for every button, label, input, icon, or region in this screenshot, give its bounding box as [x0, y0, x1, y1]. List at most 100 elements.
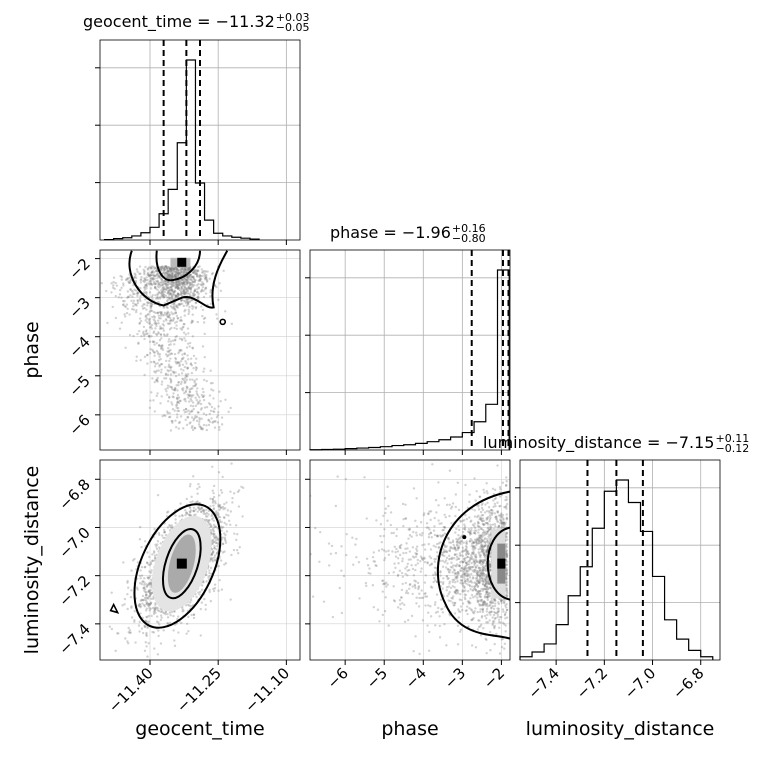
scatter-point: [143, 291, 145, 293]
scatter-point: [151, 349, 153, 351]
scatter-point: [188, 311, 190, 313]
scatter-point: [135, 311, 137, 313]
scatter-point: [223, 532, 225, 534]
scatter-point: [101, 282, 103, 284]
scatter-point: [454, 612, 456, 614]
scatter-point: [157, 322, 159, 324]
scatter-point: [191, 500, 193, 502]
scatter-point: [154, 277, 156, 279]
scatter-point: [208, 589, 210, 591]
scatter-point: [183, 352, 185, 354]
scatter-point: [504, 630, 506, 632]
scatter-point: [160, 369, 162, 371]
scatter-point: [176, 389, 178, 391]
scatter-point: [183, 409, 185, 411]
scatter-point: [168, 416, 170, 418]
scatter-point: [424, 548, 426, 550]
scatter-point: [192, 419, 194, 421]
scatter-point: [133, 300, 135, 302]
scatter-point: [502, 482, 504, 484]
scatter-point: [186, 354, 188, 356]
scatter-point: [219, 400, 221, 402]
scatter-point: [499, 488, 501, 490]
scatter-point: [182, 283, 184, 285]
scatter-point: [214, 547, 216, 549]
scatter-point: [500, 602, 502, 604]
scatter-point: [478, 508, 480, 510]
scatter-point: [314, 527, 316, 529]
scatter-point: [173, 303, 175, 305]
scatter-point: [486, 502, 488, 504]
scatter-point: [468, 501, 470, 503]
scatter-point: [484, 541, 486, 543]
scatter-point: [354, 543, 356, 545]
scatter-point: [456, 580, 458, 582]
scatter-point: [189, 507, 191, 509]
scatter-point: [452, 502, 454, 504]
scatter-point: [157, 319, 159, 321]
scatter-point: [176, 315, 178, 317]
scatter-point: [214, 554, 216, 556]
scatter-point: [166, 355, 168, 357]
scatter-point: [144, 356, 146, 358]
scatter-point: [459, 561, 461, 563]
scatter-point: [111, 628, 113, 630]
scatter-point: [405, 582, 407, 584]
scatter-point: [210, 526, 212, 528]
scatter-point: [158, 317, 160, 319]
scatter-point: [200, 418, 202, 420]
scatter-point: [150, 278, 152, 280]
scatter-point: [136, 271, 138, 273]
scatter-point: [132, 302, 134, 304]
scatter-point: [166, 306, 168, 308]
scatter-point: [174, 353, 176, 355]
scatter-point: [208, 572, 210, 574]
scatter-point: [160, 642, 162, 644]
scatter-point: [198, 265, 200, 267]
scatter-point: [183, 398, 185, 400]
scatter-point: [106, 322, 108, 324]
scatter-point: [182, 387, 184, 389]
hist-panel-luminosity_distance: [515, 460, 720, 660]
scatter-point: [144, 288, 146, 290]
scatter-point: [155, 606, 157, 608]
scatter-point: [452, 544, 454, 546]
scatter-point: [184, 411, 186, 413]
scatter-point: [434, 624, 436, 626]
scatter-point: [202, 275, 204, 277]
scatter-point: [144, 626, 146, 628]
scatter-point: [230, 510, 232, 512]
scatter-point: [131, 616, 133, 618]
scatter-point: [418, 653, 420, 655]
scatter-point: [171, 388, 173, 390]
scatter-point: [477, 619, 479, 621]
scatter-point: [126, 312, 128, 314]
scatter-point: [151, 316, 153, 318]
scatter-point: [145, 333, 147, 335]
scatter-point: [171, 306, 173, 308]
scatter-point: [150, 305, 152, 307]
scatter-point: [159, 297, 161, 299]
scatter-point: [144, 650, 146, 652]
scatter-point: [426, 624, 428, 626]
scatter-point: [175, 294, 177, 296]
hist-panel-phase-bg: [310, 250, 510, 450]
scatter-point: [133, 558, 135, 560]
scatter-point: [158, 623, 160, 625]
scatter-point: [167, 340, 169, 342]
scatter-point: [169, 378, 171, 380]
scatter-point: [126, 593, 128, 595]
scatter-point: [205, 292, 207, 294]
scatter-point: [145, 319, 147, 321]
scatter-point: [147, 604, 149, 606]
scatter-point: [159, 266, 161, 268]
scatter-point: [194, 397, 196, 399]
scatter-point: [469, 597, 471, 599]
scatter-point: [202, 391, 204, 393]
scatter-point: [196, 288, 198, 290]
scatter-point: [203, 368, 205, 370]
scatter-point: [227, 514, 229, 516]
scatter-point: [150, 326, 152, 328]
scatter-point: [228, 520, 230, 522]
scatter-point: [170, 340, 172, 342]
